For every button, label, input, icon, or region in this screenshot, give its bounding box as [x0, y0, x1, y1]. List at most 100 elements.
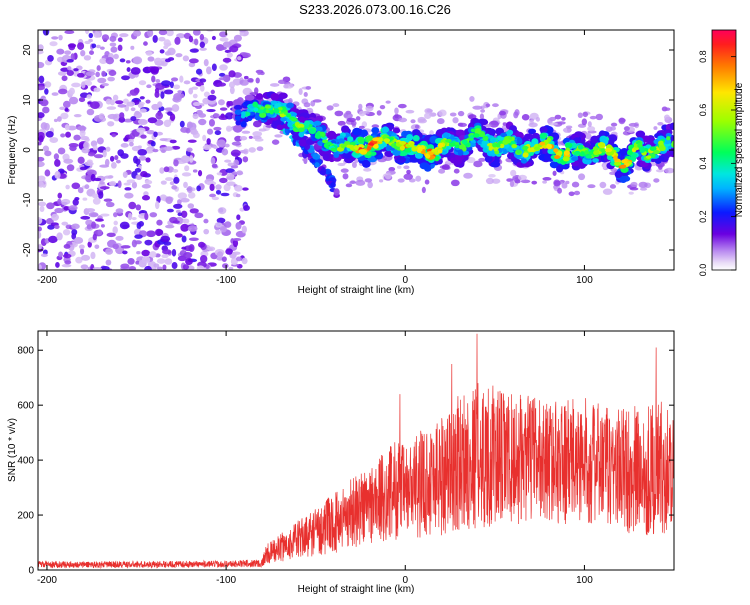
spectrogram-noise-cell	[219, 64, 228, 71]
spectrogram-halo-cell	[243, 148, 249, 155]
spectrogram-halo-cell	[283, 84, 289, 89]
spectrogram-noise-cell	[147, 56, 155, 62]
spectrogram-ridge-cell	[322, 153, 330, 161]
spectrogram-noise-cell	[138, 119, 148, 126]
spectrogram-noise-cell	[170, 77, 179, 82]
spectrogram-ridge-cell	[546, 143, 552, 150]
spectrogram-ridge-cell	[605, 147, 613, 153]
spectrogram-ridge-cell	[392, 149, 401, 156]
spectrogram-noise-cell	[61, 201, 68, 206]
spectrogram-ridge-cell	[488, 150, 497, 155]
spectrogram-noise-cell	[91, 43, 97, 49]
spectrogram-ridge-cell	[619, 175, 628, 183]
spectrogram-noise-cell	[159, 167, 165, 174]
spectrogram-noise-cell	[120, 245, 131, 249]
spectrogram-noise-cell	[141, 184, 151, 189]
spectrogram-noise-cell	[96, 44, 101, 49]
spectrogram-halo-cell	[577, 112, 583, 119]
spectrogram-halo-cell	[358, 103, 363, 110]
spectrogram-noise-cell	[171, 145, 181, 150]
spectrogram-noise-cell	[146, 230, 156, 238]
spectrogram-halo-cell	[367, 181, 373, 189]
spectrogram-noise-cell	[84, 30, 90, 35]
spectrogram-noise-cell	[119, 58, 126, 63]
spectrogram-noise-cell	[109, 35, 117, 42]
spectrogram-noise-cell	[87, 152, 96, 157]
snr-axes: -200 -100 0 100 0 200 400 600 800	[17, 331, 674, 586]
spectrogram-ridge-cell	[322, 139, 329, 144]
spectrogram-noise-cell	[174, 36, 181, 45]
spectrogram-y-tick-label: 20	[22, 44, 33, 56]
spectrogram-noise-cell	[175, 53, 183, 58]
spectrogram-noise-cell	[163, 241, 172, 246]
spectrogram-halo-cell	[334, 110, 344, 117]
spectrogram-noise-cell	[195, 68, 203, 75]
spectrogram-noise-cell	[202, 97, 210, 105]
spectrogram-noise-cell	[174, 233, 183, 238]
spectrogram-halo-cell	[249, 92, 259, 96]
spectrogram-noise-cell	[216, 217, 226, 224]
spectrogram-noise-cell	[38, 112, 45, 119]
spectrogram-noise-cell	[38, 201, 47, 207]
spectrogram-noise-cell	[79, 248, 85, 255]
spectrogram-noise-cell	[134, 168, 142, 173]
spectrogram-noise-cell	[199, 47, 207, 51]
spectrogram-halo-cell	[457, 110, 465, 117]
spectrogram-noise-cell	[224, 221, 232, 228]
spectrogram-halo-cell	[609, 171, 617, 176]
spectrogram-halo-cell	[521, 113, 530, 121]
spectrogram-ridge-cell	[409, 142, 415, 148]
spectrogram-noise-cell	[38, 181, 44, 188]
spectrogram-halo-cell	[584, 132, 592, 140]
spectrogram-noise-cell	[137, 145, 142, 149]
spectrogram-noise-cell	[233, 34, 242, 42]
spectrogram-noise-cell	[77, 125, 87, 131]
spectrogram-noise-cell	[121, 75, 130, 81]
spectrogram-ridge-cell	[652, 149, 661, 155]
spectrogram-ridge-cell	[500, 132, 508, 138]
spectrogram-noise-cell	[92, 266, 102, 270]
spectrogram-noise-cell	[161, 254, 169, 259]
spectrogram-halo-cell	[415, 175, 422, 182]
spectrogram-noise-cell	[87, 241, 92, 248]
spectrogram-noise-cell	[173, 203, 183, 209]
spectrogram-noise-cell	[181, 172, 192, 177]
spectrogram-noise-cell	[211, 63, 217, 71]
spectrogram-ridge-cell	[357, 144, 365, 149]
spectrogram-ridge-cell	[577, 144, 584, 150]
spectrogram-noise-cell	[38, 264, 42, 270]
spectrogram-ridge-cell	[280, 116, 287, 122]
spectrogram-noise-cell	[38, 231, 42, 239]
spectrogram-ridge-cell	[671, 142, 674, 148]
spectrogram-noise-cell	[48, 235, 58, 244]
spectrogram-ridge-cell	[297, 123, 305, 129]
spectrogram-halo-cell	[363, 167, 372, 172]
spectrogram-noise-cell	[80, 135, 89, 141]
spectrogram-noise-cell	[127, 257, 135, 265]
spectrogram-noise-cell	[54, 224, 60, 230]
spectrogram-ridge-cell	[461, 139, 468, 145]
spectrogram-noise-cell	[203, 91, 210, 98]
spectrogram-ridge-cell	[396, 156, 407, 164]
spectrogram-halo-cell	[376, 110, 382, 116]
spectrogram-noise-cell	[115, 159, 121, 164]
spectrogram-noise-cell	[97, 77, 107, 84]
spectrogram-halo-cell	[602, 164, 608, 169]
spectrogram-halo-cell	[578, 173, 586, 181]
spectrogram-noise-cell	[84, 184, 90, 190]
spectrogram-noise-cell	[169, 181, 175, 186]
spectrogram-noise-cell	[243, 204, 250, 211]
spectrogram-noise-cell	[146, 84, 152, 89]
spectrogram-ridge-cell	[613, 161, 622, 166]
spectrogram-noise-cell	[163, 39, 171, 48]
spectrogram-ridge-cell	[252, 101, 259, 108]
spectrogram-noise-cell	[159, 138, 168, 142]
spectrogram-noise-cell	[173, 93, 183, 101]
spectrogram-noise-cell	[73, 237, 84, 244]
spectrogram-noise-cell	[206, 66, 212, 75]
spectrogram-noise-cell	[232, 78, 242, 86]
spectrogram-noise-cell	[131, 216, 137, 221]
spectrogram-ridge-cell	[372, 137, 380, 142]
spectrogram-noise-cell	[113, 220, 118, 226]
